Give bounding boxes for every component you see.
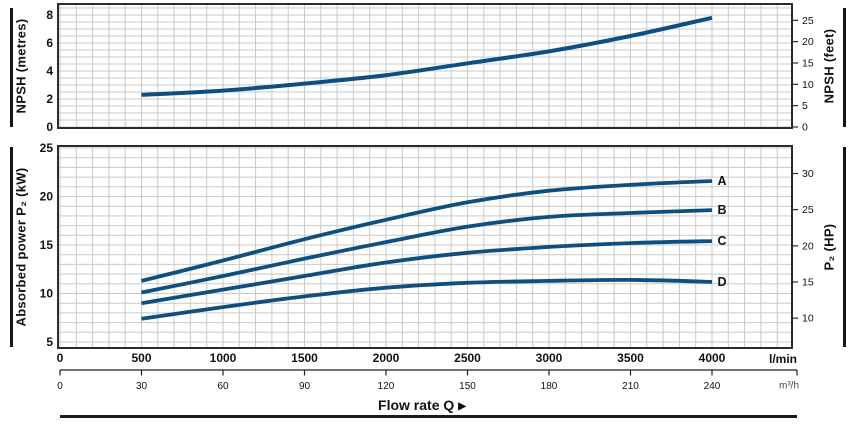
power-hp-axis-bar (843, 147, 846, 347)
power-kw-tick-label: 20 (40, 190, 54, 204)
curve-label-D: D (718, 275, 727, 289)
npsh-metres-tick-label: 6 (46, 36, 53, 50)
lmin-tick-label: 0 (57, 351, 64, 365)
power-chart-area: A B C D 5 10 15 20 25 10 15 20 25 30 (40, 141, 814, 349)
lmin-tick-label: 500 (131, 351, 151, 365)
curve-C (141, 239, 713, 306)
power-kw-tick-label: 10 (40, 287, 54, 301)
npsh-plot-border (57, 3, 793, 129)
power-plot-border (57, 145, 793, 349)
npsh-feet-tick-label: 0 (802, 122, 808, 134)
power-kw-tick-label: 5 (46, 335, 53, 349)
power-kw-tick-label: 15 (40, 238, 54, 252)
npsh-metres-tick-label: 2 (46, 92, 53, 106)
npsh-metres-axis-bar (10, 8, 13, 127)
npsh-metres-tick-label: 4 (46, 64, 53, 78)
power-kw-tick-label: 25 (40, 141, 54, 155)
npsh-metres-axis-title: NPSH (metres) (13, 18, 29, 114)
lmin-tick-label: 1000 (210, 351, 237, 365)
lmin-tick-label: 2500 (454, 351, 481, 365)
m3h-tick-label: 180 (541, 381, 558, 392)
curve-label-C: C (718, 234, 727, 248)
m3h-tick-label: 240 (704, 381, 721, 392)
right-arrow-icon: ▶ (458, 401, 466, 412)
power-hp-tick-label: 10 (802, 313, 814, 325)
lmin-tick-label: 3000 (536, 351, 563, 365)
power-hp-tick-label: 20 (802, 240, 814, 252)
absorbed-power-kw-axis-bar (10, 147, 13, 347)
m3h-unit-label: m³/h (779, 380, 799, 392)
npsh-metres-tick-label: 8 (46, 8, 53, 22)
npsh-feet-tick-label: 20 (802, 36, 814, 48)
lmin-tick-label: 3500 (617, 351, 644, 365)
curve-A (141, 179, 713, 283)
npsh-feet-axis-bar (843, 8, 846, 127)
curve-label-B: B (718, 203, 727, 217)
npsh-metres-tick-label: 0 (46, 120, 53, 134)
lmin-unit-label: l/min (768, 352, 798, 366)
npsh-feet-axis-title: NPSH (feet) (821, 28, 837, 104)
m3h-tick-label: 210 (622, 381, 639, 392)
m3h-tick-label: 60 (217, 381, 229, 392)
curve-D (141, 277, 713, 321)
flow-rate-axis-title-text: Flow rate Q (378, 397, 455, 413)
lmin-tick-label: 4000 (699, 351, 726, 365)
baseline-rule (60, 415, 797, 418)
lmin-tick-label: 1500 (291, 351, 318, 365)
power-hp-tick-label: 25 (802, 204, 814, 216)
npsh-feet-tick-label: 15 (802, 57, 814, 69)
m3h-tick-label: 120 (378, 381, 395, 392)
curve-B (141, 208, 713, 295)
m3h-tick-label: 90 (299, 381, 311, 392)
npsh-feet-tick-label: 5 (802, 100, 808, 112)
curve-label-A: A (718, 174, 727, 188)
absorbed-power-kw-axis-title: Absorbed power P₂ (kW) (13, 167, 29, 327)
m3h-tick-label: 150 (459, 381, 476, 392)
x-axis-area: 0 500 1000 1500 2000 2500 3000 3500 4000 0 30 60 90 1… (57, 351, 798, 392)
flow-rate-axis-title: Flow rate Q ▶ (378, 397, 466, 413)
lmin-tick-label: 2000 (373, 351, 400, 365)
npsh-curve (141, 15, 713, 97)
npsh-chart-area: 0 2 4 6 8 0 5 10 15 20 25 (46, 3, 814, 134)
m3h-tick-label: 0 (57, 381, 63, 392)
power-hp-tick-label: 15 (802, 277, 814, 289)
m3h-tick-label: 30 (136, 381, 148, 392)
power-hp-tick-label: 30 (802, 168, 814, 180)
npsh-feet-tick-label: 10 (802, 79, 814, 91)
npsh-feet-tick-label: 25 (802, 15, 814, 27)
power-hp-axis-title: P₂ (HP) (821, 223, 837, 271)
